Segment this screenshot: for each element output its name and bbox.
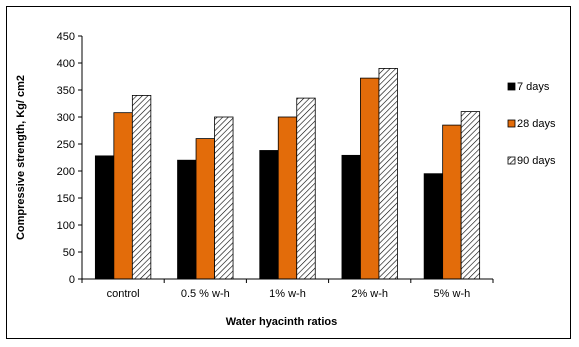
y-tick-label: 100: [57, 220, 75, 232]
bar-90-days-2: [296, 97, 316, 280]
x-tick-label: 2% w-h: [351, 288, 388, 300]
bar-90-days-3: [378, 68, 398, 280]
x-axis-ticks: control 0.5 % w-h 1% w-h 2% w-h 5% w-h: [81, 279, 494, 300]
bar-28-days-4: [442, 124, 462, 280]
bar-90-days-1: [214, 116, 234, 280]
y-tick-label: 200: [57, 166, 75, 178]
bar-28-days-2: [277, 116, 298, 280]
y-tick-label: 150: [57, 193, 75, 205]
y-tick-label: 250: [57, 139, 75, 151]
x-tick-label: 0.5 % w-h: [181, 288, 230, 300]
x-tick-label: 1% w-h: [269, 288, 306, 300]
x-axis-title: Water hyacinth ratios: [226, 316, 337, 328]
y-tick-label: 0: [69, 274, 75, 286]
bar-7-days-3: [341, 154, 361, 280]
y-tick-label: 450: [57, 31, 75, 43]
legend-swatch-7-days: [507, 82, 516, 91]
bar-28-days-3: [360, 77, 380, 280]
bar-28-days-0: [113, 112, 133, 280]
bar-7-days-2: [259, 150, 279, 280]
y-tick-label: 350: [57, 85, 75, 97]
y-axis-ticks: 0 50 100 150 200 250 300 350 400 450: [57, 31, 82, 286]
x-tick-label: control: [107, 288, 140, 300]
legend-swatch-90-days: [507, 156, 516, 165]
legend-label: 28 days: [517, 118, 556, 130]
legend: 7 days 28 days 90 days: [507, 81, 556, 167]
bar-90-days-4: [460, 111, 481, 280]
bar-90-days-0: [131, 95, 152, 280]
bar-7-days-0: [94, 155, 115, 280]
legend-label: 7 days: [517, 81, 550, 93]
bar-28-days-1: [195, 138, 215, 280]
y-tick-label: 400: [57, 58, 75, 70]
bar-7-days-4: [423, 173, 444, 280]
x-tick-label: 5% w-h: [434, 288, 471, 300]
y-tick-label: 300: [57, 112, 75, 124]
y-tick-label: 50: [63, 247, 75, 259]
legend-swatch-28-days: [507, 119, 516, 128]
y-axis-title: Compressive strength, Kg/ cm2: [15, 75, 27, 240]
legend-label: 90 days: [517, 155, 556, 167]
bars: [94, 68, 481, 280]
bar-7-days-1: [177, 159, 197, 280]
